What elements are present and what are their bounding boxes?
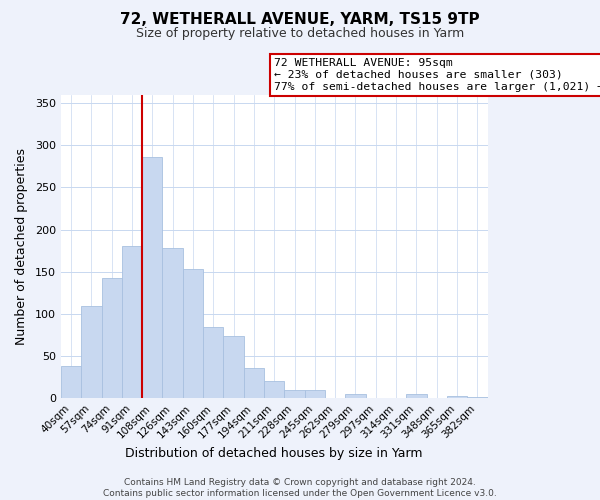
Bar: [203, 326, 223, 398]
Text: 72, WETHERALL AVENUE, YARM, TS15 9TP: 72, WETHERALL AVENUE, YARM, TS15 9TP: [120, 12, 480, 28]
Bar: [81, 306, 101, 398]
X-axis label: Distribution of detached houses by size in Yarm: Distribution of detached houses by size …: [125, 447, 423, 460]
Bar: [244, 368, 264, 398]
Bar: [183, 269, 203, 398]
Bar: [264, 380, 284, 398]
Bar: [346, 394, 365, 398]
Text: Size of property relative to detached houses in Yarm: Size of property relative to detached ho…: [136, 28, 464, 40]
Bar: [142, 157, 163, 398]
Bar: [467, 396, 487, 398]
Bar: [406, 394, 427, 398]
Bar: [447, 396, 467, 398]
Bar: [305, 390, 325, 398]
Text: 72 WETHERALL AVENUE: 95sqm
← 23% of detached houses are smaller (303)
77% of sem: 72 WETHERALL AVENUE: 95sqm ← 23% of deta…: [274, 58, 600, 92]
Y-axis label: Number of detached properties: Number of detached properties: [15, 148, 28, 345]
Bar: [122, 246, 142, 398]
Bar: [61, 366, 81, 398]
Bar: [163, 248, 183, 398]
Bar: [223, 336, 244, 398]
Bar: [284, 390, 305, 398]
Bar: [101, 278, 122, 398]
Text: Contains HM Land Registry data © Crown copyright and database right 2024.
Contai: Contains HM Land Registry data © Crown c…: [103, 478, 497, 498]
